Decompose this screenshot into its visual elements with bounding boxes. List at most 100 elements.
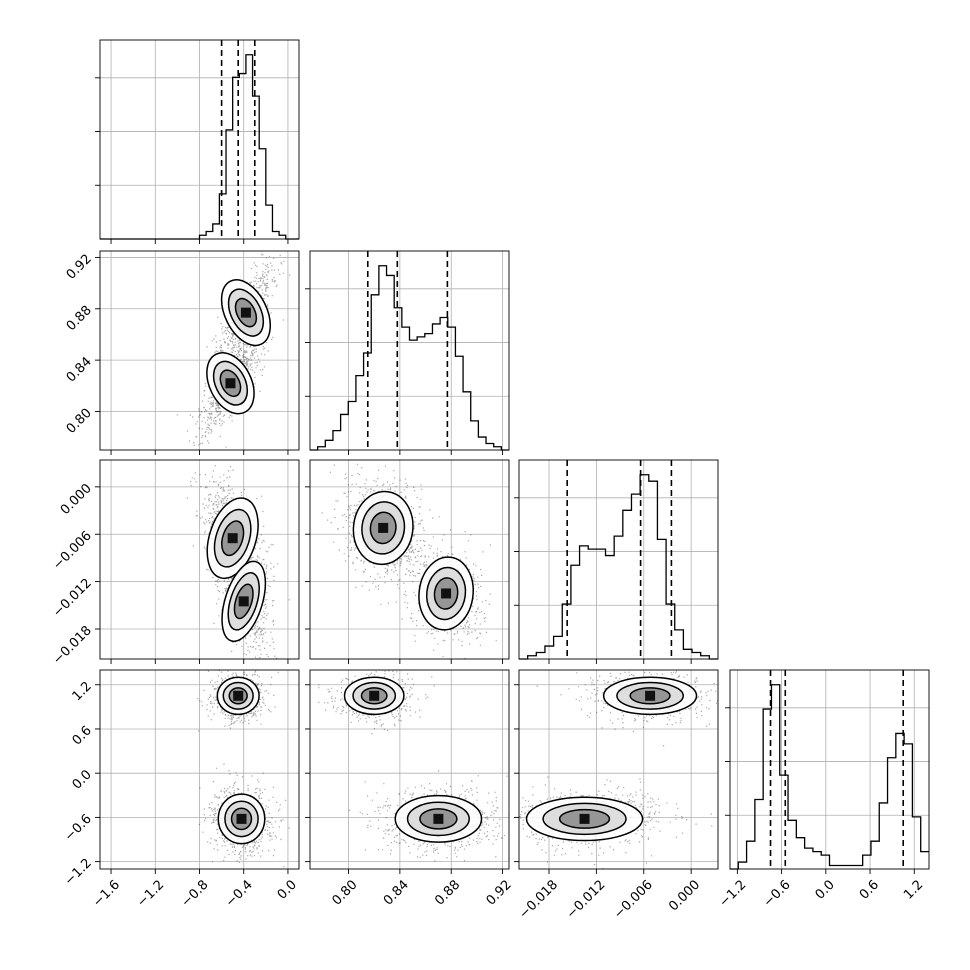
histogram-bar	[213, 224, 220, 239]
pair-panel-3-2: −0.018 −0.012 −0.006 0.000	[514, 669, 719, 922]
density-peak	[378, 522, 389, 533]
panel-frame	[518, 459, 719, 660]
histogram-bar	[239, 74, 246, 239]
histogram-bar	[219, 194, 226, 239]
histogram-bar	[649, 481, 658, 659]
histogram-panel-0	[95, 39, 300, 244]
histogram-bar	[821, 855, 829, 869]
y-tick-label: 0.88	[64, 303, 95, 334]
y-tick-label: −0.018	[50, 623, 95, 668]
histogram-bar	[921, 852, 929, 869]
histogram-bar	[333, 431, 341, 450]
histogram-bar	[253, 96, 260, 239]
histogram-bar	[554, 636, 563, 659]
x-tick-label: −1.6	[90, 877, 123, 910]
histogram-bar	[871, 841, 879, 869]
density-peak	[227, 533, 238, 544]
histogram-bar	[571, 565, 580, 659]
x-tick-label: −0.6	[761, 877, 794, 910]
density-peak	[433, 813, 444, 824]
histogram-bar	[879, 803, 887, 869]
scatter-points	[321, 463, 497, 659]
scatter-points	[318, 670, 509, 862]
histogram-bar	[348, 402, 356, 450]
histogram-bar	[394, 308, 402, 450]
y-tick-label: 0.80	[64, 406, 95, 437]
histogram-bar	[623, 510, 632, 659]
histogram-bar	[325, 440, 333, 450]
histogram-bar	[536, 653, 545, 659]
density-peak	[238, 596, 249, 607]
histogram-bar	[738, 862, 746, 869]
density-peak	[369, 690, 380, 701]
histogram-bar	[266, 205, 273, 239]
histogram-bar	[675, 630, 684, 659]
histogram-bar	[780, 775, 788, 869]
histogram-bar	[341, 414, 349, 450]
x-tick-label: −0.8	[179, 877, 212, 910]
histogram-bar	[371, 295, 379, 450]
histogram-bar	[387, 275, 395, 450]
y-tick-label: 0.000	[58, 481, 95, 518]
y-tick-label: 0.92	[64, 252, 95, 283]
histogram-bar	[640, 475, 649, 659]
x-tick-label: −0.4	[223, 877, 256, 910]
histogram-bar	[226, 130, 233, 239]
panel-frame	[729, 669, 930, 870]
x-tick-label: 0.6	[857, 877, 882, 902]
histogram-bar	[379, 266, 387, 450]
y-tick-label: 1.2	[70, 679, 95, 704]
panel-frame	[309, 669, 510, 870]
x-tick-label: −1.2	[134, 877, 167, 910]
y-tick-label: 0.0	[70, 767, 95, 792]
histogram-bar	[425, 334, 433, 450]
density-peak	[225, 378, 236, 389]
histogram-bar	[471, 421, 479, 450]
histogram-bar	[478, 437, 486, 450]
panel-frame	[309, 250, 510, 451]
x-tick-label: 0.0	[275, 877, 300, 902]
histogram-panel-3: −1.2 −0.6 0.0 0.6 1.2	[716, 669, 930, 910]
x-tick-label: 1.2	[901, 877, 926, 902]
histogram-step	[310, 265, 509, 451]
density-peak	[233, 690, 244, 701]
density-peak	[236, 813, 247, 824]
y-tick-label: 0.6	[70, 723, 95, 748]
histogram-bar	[402, 327, 410, 450]
histogram-bar	[692, 653, 701, 659]
histogram-bar	[805, 848, 813, 869]
histogram-bar	[683, 649, 692, 659]
y-tick-label: −0.6	[62, 812, 95, 845]
histogram-bar	[813, 852, 821, 869]
histogram-bar	[631, 494, 640, 659]
histogram-bar	[904, 744, 912, 869]
histogram-bar	[417, 337, 425, 450]
histogram-panel-2	[514, 459, 719, 664]
x-tick-label: −0.018	[516, 877, 561, 922]
pair-panel-2-0: −0.018−0.012−0.006 0.000	[50, 459, 300, 668]
histogram-bar	[657, 539, 666, 659]
histogram-bar	[463, 392, 471, 450]
y-tick-label: 0.84	[64, 354, 95, 385]
density-peak	[579, 813, 590, 824]
histogram-bar	[356, 376, 364, 450]
x-tick-label: 0.0	[813, 877, 838, 902]
pair-panel-3-1: 0.80 0.84 0.88 0.92	[305, 669, 515, 909]
histogram-panel-1	[305, 250, 510, 455]
panel-frame	[309, 459, 510, 660]
histogram-bar	[796, 838, 804, 869]
histogram-bar	[206, 231, 213, 239]
histogram-bar	[755, 799, 763, 869]
pair-panel-1-0: 0.80 0.84 0.88 0.92	[64, 250, 300, 455]
y-tick-label: −1.2	[62, 856, 95, 889]
density-peak	[240, 307, 251, 318]
histogram-bar	[272, 231, 279, 239]
x-tick-label: 0.84	[381, 877, 412, 908]
histogram-bar	[606, 556, 615, 659]
histogram-bar	[410, 340, 418, 450]
pair-panel-2-1	[305, 459, 510, 664]
histogram-bar	[888, 758, 896, 869]
scatter-points	[176, 253, 291, 448]
histogram-bar	[788, 820, 796, 869]
